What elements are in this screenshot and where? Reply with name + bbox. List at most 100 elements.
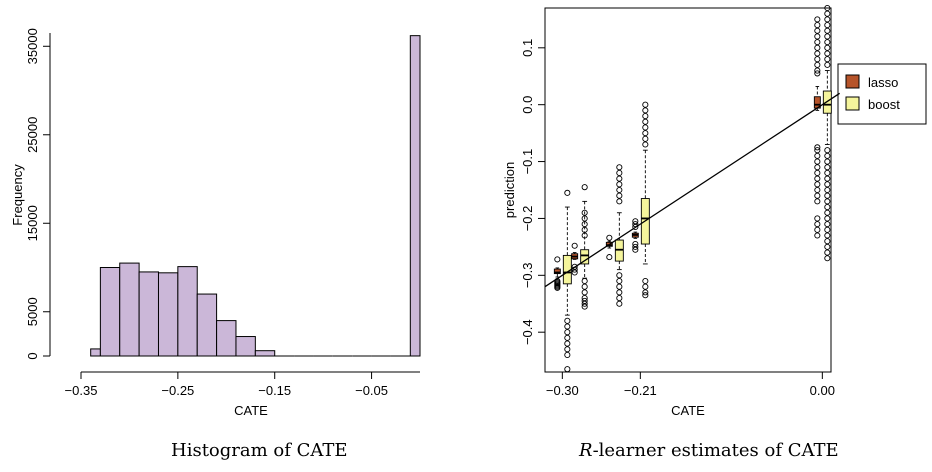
boost-outlier-point xyxy=(824,255,831,262)
boost-outlier-point xyxy=(642,292,649,299)
boost-outlier-point xyxy=(824,33,831,40)
boost-outlier-point xyxy=(824,16,831,23)
lasso-outlier-point xyxy=(814,198,821,205)
boost-outlier-point xyxy=(824,226,831,233)
lasso-outlier-point xyxy=(814,175,821,182)
histogram-bar xyxy=(99,267,121,357)
histogram-bar xyxy=(157,272,179,357)
boost-box xyxy=(580,249,590,265)
lasso-outlier-point xyxy=(814,44,821,51)
lasso-outlier-point xyxy=(632,223,639,231)
boost-outlier-point xyxy=(616,169,623,176)
lasso-outlier-point xyxy=(606,234,613,241)
boost-outlier-point xyxy=(824,39,831,46)
histogram-bar xyxy=(409,35,421,357)
y-tick-label: 35000 xyxy=(25,28,40,64)
boost-outlier-point xyxy=(581,226,588,233)
y-tick-label: −0.2 xyxy=(520,206,535,232)
boost-outlier-point xyxy=(616,175,623,182)
lasso-outlier-point xyxy=(632,240,639,248)
boost-outlier-point xyxy=(581,297,588,304)
histogram-bar xyxy=(196,293,218,357)
lasso-outlier-point xyxy=(632,218,639,225)
lasso-outlier-point xyxy=(814,70,821,77)
boost-outlier-point xyxy=(824,186,831,194)
boost-outlier-point xyxy=(642,289,649,296)
boost-outlier-point xyxy=(616,283,623,290)
x-tick-label: 0.00 xyxy=(810,383,835,398)
lasso-outlier-point xyxy=(571,263,578,270)
lasso-outlier-point xyxy=(814,232,821,239)
boost-outlier-point xyxy=(824,158,831,165)
x-axis-label: CATE xyxy=(671,403,705,418)
lasso-outlier-point xyxy=(814,39,821,46)
x-tick-label: −0.30 xyxy=(546,383,579,398)
x-tick-label: −0.15 xyxy=(258,383,291,398)
boost-outlier-point xyxy=(616,164,623,171)
boost-outlier-point xyxy=(824,215,831,222)
x-tick-label: −0.25 xyxy=(161,383,194,398)
x-axis-label: CATE xyxy=(234,403,268,418)
lasso-outlier-point xyxy=(814,144,821,151)
lasso-outlier-point xyxy=(814,215,821,222)
boost-outlier-point xyxy=(564,329,571,336)
lasso-box xyxy=(553,268,561,275)
lasso-outlier-point xyxy=(554,284,561,291)
boost-outlier-point xyxy=(581,221,588,228)
left-caption: Histogram of CATE xyxy=(171,440,348,461)
boost-outlier-point xyxy=(581,283,588,290)
histogram-bar xyxy=(254,350,276,357)
boost-outlier-point xyxy=(824,209,831,216)
boost-outlier-point xyxy=(642,277,649,285)
boost-outlier-point xyxy=(642,113,649,120)
boost-outlier-point xyxy=(824,164,831,171)
lasso-outlier-point xyxy=(571,242,578,249)
lasso-outlier-point xyxy=(814,221,821,228)
lasso-outlier-point xyxy=(814,147,821,154)
x-axis-ticks: −0.35 −0.25 −0.15 −0.05 xyxy=(65,372,388,398)
boost-outlier-point xyxy=(564,334,571,341)
boost-outlier-point xyxy=(581,303,588,310)
histogram-bar xyxy=(235,336,256,357)
y-axis-ticks: 0 5000 15000 25000 35000 xyxy=(25,28,50,360)
x-tick-label: −0.05 xyxy=(355,383,388,398)
legend: lasso boost xyxy=(837,63,927,125)
boost-outlier-point xyxy=(824,169,831,176)
lasso-outlier-point xyxy=(814,152,821,159)
lasso-outlier-point xyxy=(814,50,821,57)
histogram-bars xyxy=(90,35,421,357)
y-tick-label: 0 xyxy=(25,352,40,359)
boost-outlier-point xyxy=(824,232,831,239)
boost-outlier-point xyxy=(824,181,831,188)
boxplot-chart: −0.4 −0.3 −0.2 −0.1 0.0 0.1 −0.30 −0.21 0.00 CA… xyxy=(502,4,927,418)
lasso-outlier-point xyxy=(814,186,821,194)
lasso-outlier-point xyxy=(814,192,821,199)
lasso-outlier-point xyxy=(814,22,821,29)
y-tick-label: 0.0 xyxy=(520,96,535,114)
y-tick-label: −0.1 xyxy=(520,149,535,175)
histogram-bar xyxy=(119,262,140,357)
box-groups xyxy=(553,4,832,373)
lasso-outlier-point xyxy=(632,246,639,253)
histogram-bar xyxy=(138,271,159,357)
right-caption: R-learner estimates of CATE xyxy=(579,440,839,461)
lasso-outlier-point xyxy=(814,169,821,176)
boost-outlier-point xyxy=(824,147,831,154)
y-tick-label: 5000 xyxy=(25,297,40,326)
boost-outlier-point xyxy=(616,272,623,279)
boost-outlier-point xyxy=(642,124,649,131)
boost-outlier-point xyxy=(564,189,571,196)
boost-outlier-point xyxy=(824,249,831,256)
boost-outlier-point xyxy=(824,175,831,182)
y-axis-ticks: −0.4 −0.3 −0.2 −0.1 0.0 0.1 xyxy=(520,39,545,345)
legend-box xyxy=(837,63,927,125)
boost-outlier-point xyxy=(824,221,831,228)
lasso-outlier-point xyxy=(814,226,821,233)
boost-outlier-point xyxy=(581,289,588,296)
boost-outlier-point xyxy=(616,295,623,302)
boost-outlier-point xyxy=(616,186,623,194)
boost-outlier-point xyxy=(824,50,831,57)
x-axis-ticks: −0.30 −0.21 0.00 xyxy=(546,372,835,398)
y-tick-label: −0.3 xyxy=(520,262,535,288)
